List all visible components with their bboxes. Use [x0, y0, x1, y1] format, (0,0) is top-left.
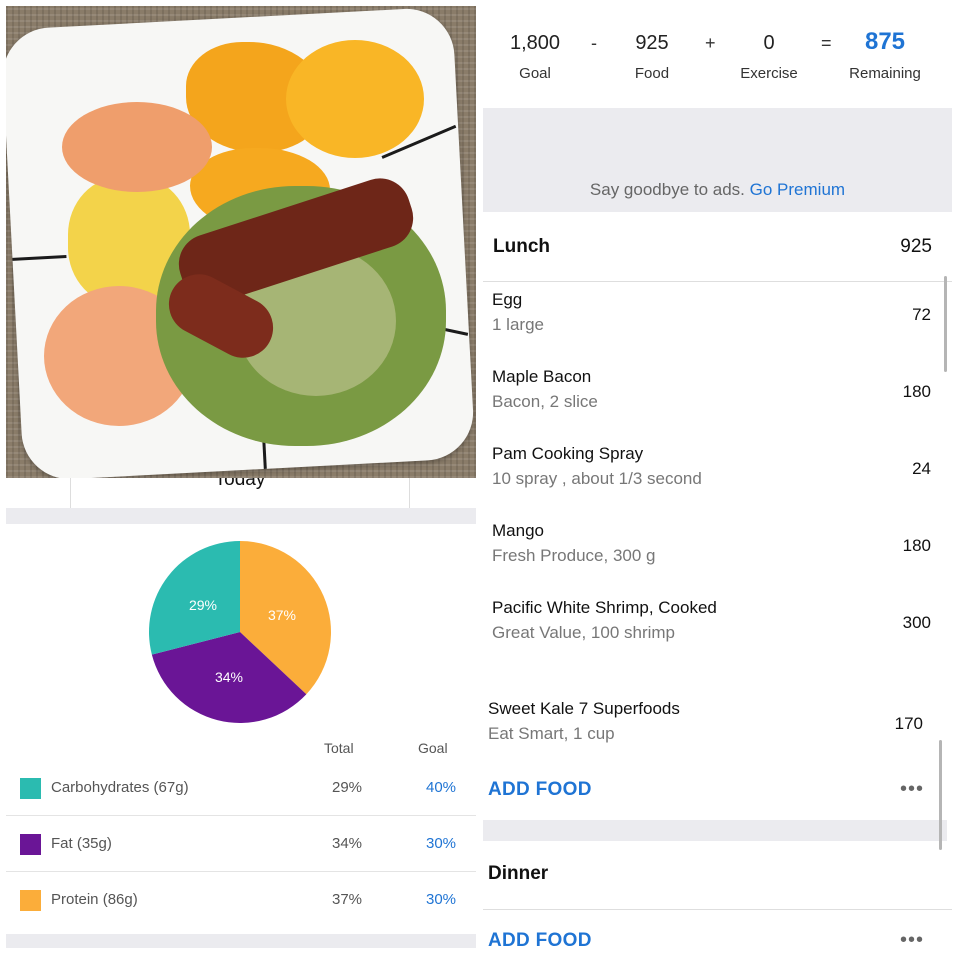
- go-premium-link[interactable]: Go Premium: [749, 180, 846, 199]
- lunch-title: Lunch: [493, 236, 550, 257]
- pie-label-protein: 37%: [268, 607, 296, 623]
- lunch-add-food-button[interactable]: ADD FOOD: [488, 779, 592, 800]
- pie-label-carbs: 29%: [189, 597, 217, 613]
- pie-slice-carbs: [149, 541, 240, 655]
- exercise-label: Exercise: [740, 65, 798, 82]
- meal-photo: [6, 6, 476, 478]
- date-caption: Today: [70, 478, 410, 508]
- plus-sign: +: [705, 33, 716, 53]
- equals-sign: =: [821, 33, 832, 53]
- remaining-label: Remaining: [849, 65, 921, 82]
- food-label: Food: [634, 65, 670, 82]
- food-item-egg[interactable]: Egg 1 large 72: [492, 290, 931, 334]
- fat-swatch: [20, 834, 41, 855]
- goal-column-header: Goal: [418, 740, 448, 756]
- carbs-swatch: [20, 778, 41, 799]
- scrollbar-upper[interactable]: [944, 276, 947, 372]
- food-value: 925: [635, 32, 669, 54]
- goal-value: 1,800: [509, 32, 561, 54]
- shrimp: [62, 102, 212, 192]
- macro-row-carbs: Carbohydrates (67g) 29% 40%: [6, 760, 476, 816]
- ad-text: Say goodbye to ads.: [589, 180, 745, 199]
- lunch-more-icon[interactable]: •••: [900, 778, 925, 800]
- ad-banner: Say goodbye to ads. Go Premium: [483, 108, 952, 212]
- lunch-calories: 925: [900, 236, 932, 257]
- minus-sign: -: [591, 33, 597, 53]
- food-item-maple-bacon[interactable]: Maple Bacon Bacon, 2 slice 180: [492, 367, 931, 411]
- pie-slice-protein: [240, 541, 331, 695]
- lunch-header: Lunch 925: [483, 212, 952, 282]
- remaining-value: 875: [864, 28, 906, 55]
- calorie-summary: 1,800 Goal - 925 Food + 0 Exercise = 875…: [483, 0, 952, 108]
- food-item-cooking-spray[interactable]: Pam Cooking Spray 10 spray , about 1/3 s…: [492, 444, 931, 488]
- dinner-add-food-button[interactable]: ADD FOOD: [488, 930, 592, 951]
- exercise-value: 0: [763, 32, 775, 54]
- food-item-kale[interactable]: Sweet Kale 7 Superfoods Eat Smart, 1 cup…: [488, 699, 923, 743]
- goal-label: Goal: [519, 65, 551, 82]
- pie-label-fat: 34%: [215, 669, 243, 685]
- dinner-header: Dinner: [483, 841, 952, 909]
- pie-slice-fat: [151, 632, 307, 723]
- food-item-shrimp[interactable]: Pacific White Shrimp, Cooked Great Value…: [492, 598, 931, 642]
- macro-row-fat: Fat (35g) 34% 30%: [6, 816, 476, 872]
- dinner-title: Dinner: [488, 863, 549, 884]
- total-column-header: Total: [324, 740, 354, 756]
- scrollbar-lower[interactable]: [939, 740, 942, 850]
- macro-pie-chart: 29% 37% 34%: [149, 541, 331, 723]
- protein-swatch: [20, 890, 41, 911]
- food-item-mango[interactable]: Mango Fresh Produce, 300 g 180: [492, 521, 931, 565]
- dinner-more-icon[interactable]: •••: [900, 929, 925, 951]
- macro-row-protein: Protein (86g) 37% 30%: [6, 872, 476, 928]
